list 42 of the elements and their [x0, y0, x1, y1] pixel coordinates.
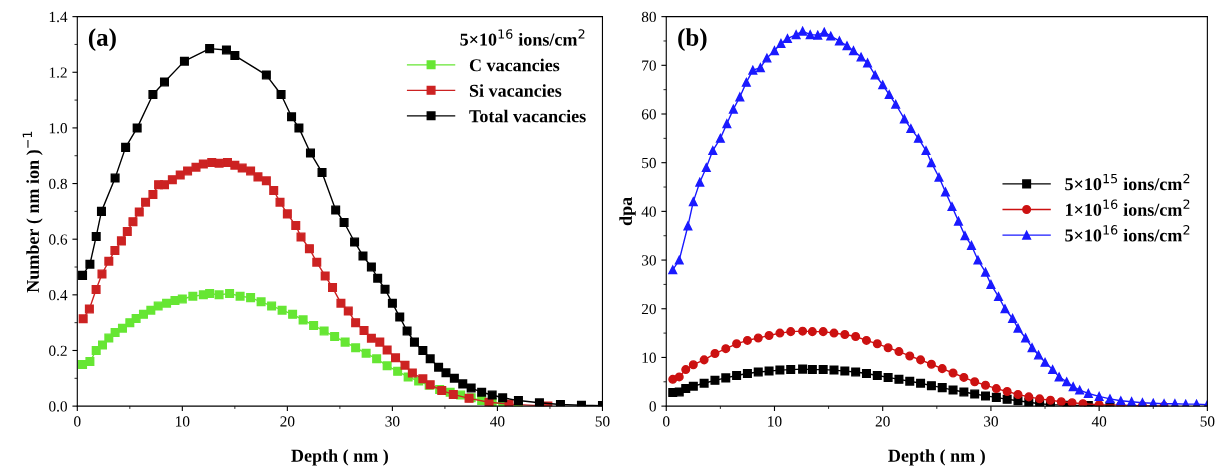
annotation: (b) [678, 28, 707, 51]
x-tick-label: 0 [74, 416, 81, 427]
y-axis-title: Number ( nm ion )$^{−1}$ [22, 131, 43, 293]
y-tick-label: 1.0 [49, 123, 67, 134]
x-axis-title: Depth ( nm ) [888, 449, 985, 466]
y-tick-label: 20 [641, 303, 656, 315]
y-tick-label: 10 [642, 352, 656, 363]
x-tick-label: 40 [490, 416, 505, 427]
legend-title: 5×10$^{16}$ ions/cm$^{2}$ [460, 29, 585, 46]
y-tick-label: 50 [642, 157, 656, 169]
x-tick-label: 50 [1200, 416, 1215, 427]
legend-label: C vacancies [469, 58, 560, 72]
x-tick-label: 20 [280, 416, 295, 427]
y-tick-label: 0 [649, 401, 656, 412]
x-tick-label: 30 [984, 416, 998, 427]
legend-label: 5×10$^{16}$ ions/cm$^{2}$ [1065, 225, 1190, 242]
legend-label: 5×10$^{15}$ ions/cm$^{2}$ [1065, 173, 1190, 191]
y-tick-label: 0.0 [49, 401, 67, 412]
y-axis-title: dpa [619, 197, 636, 226]
y-tick-label: 30 [641, 255, 656, 266]
y-tick-label: 80 [641, 11, 656, 23]
y-tick-label: 70 [642, 60, 656, 71]
y-tick-label: 0.4 [49, 289, 68, 301]
y-tick-label: 1.2 [49, 67, 67, 78]
legend-label: Total vacancies [469, 109, 586, 123]
legend-label: Si vacancies [469, 84, 562, 97]
x-tick-label: 50 [595, 416, 610, 427]
y-tick-label: 0.8 [49, 178, 67, 190]
legend-label: 1×10$^{16}$ ions/cm$^{2}$ [1066, 199, 1190, 216]
x-tick-label: 20 [875, 416, 890, 427]
x-tick-label: 10 [768, 416, 782, 427]
x-tick-label: 0 [663, 416, 670, 427]
y-tick-label: 40 [641, 206, 656, 217]
y-tick-label: 1.4 [49, 11, 68, 23]
x-tick-label: 30 [385, 416, 400, 427]
y-tick-label: 0.6 [49, 234, 68, 245]
x-axis-title: Depth ( nm ) [291, 449, 388, 466]
y-tick-label: 0.2 [49, 345, 67, 356]
x-tick-label: 40 [1091, 416, 1107, 427]
x-tick-label: 10 [176, 416, 190, 427]
y-tick-label: 60 [641, 109, 656, 120]
annotation: (a) [88, 28, 116, 51]
